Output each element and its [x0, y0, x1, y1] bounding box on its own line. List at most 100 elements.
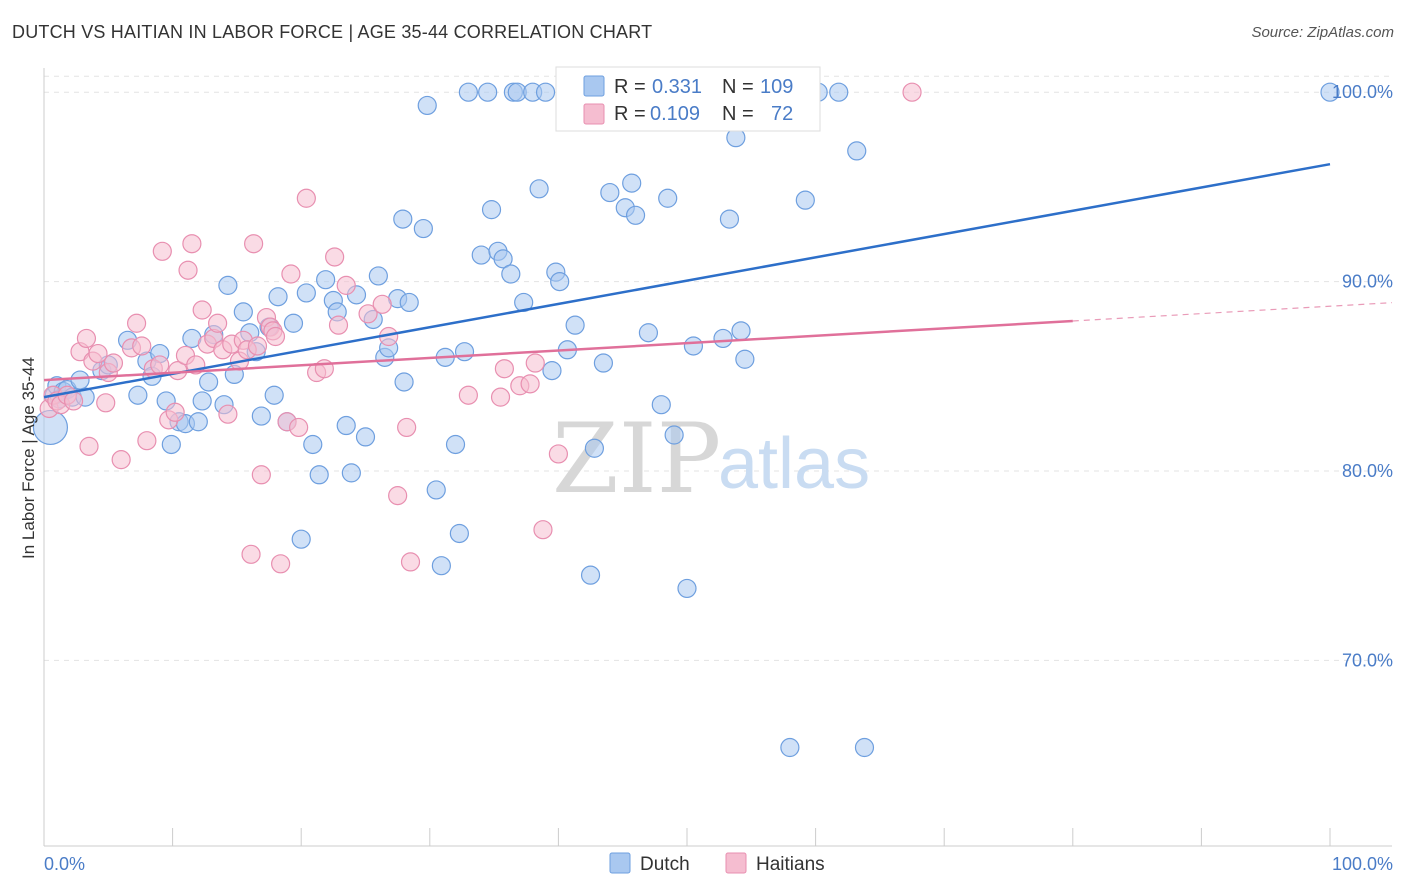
point-dutch-39 [303, 434, 323, 455]
point-dutch-38 [296, 283, 316, 303]
point-haitians-47 [271, 554, 291, 574]
point-haitians-58 [372, 294, 392, 314]
point-haitians-50 [289, 417, 309, 438]
point-dutch-100 [713, 328, 733, 349]
point-dutch-101 [719, 209, 740, 229]
point-dutch-41 [316, 270, 336, 290]
point-haitians-14 [111, 450, 131, 470]
watermark-atlas: atlas [718, 424, 870, 504]
point-dutch-28 [233, 302, 253, 322]
point-dutch-7 [70, 370, 90, 390]
point-haitians-70 [548, 444, 569, 464]
point-dutch-79 [550, 271, 570, 292]
point-dutch-95 [664, 425, 684, 445]
point-dutch-69 [493, 249, 513, 269]
point-dutch-34 [268, 287, 288, 307]
point-dutch-110 [829, 82, 849, 102]
tick-labels: 70.0% 80.0% 90.0% 100.0% 0.0% 100.0% [44, 82, 1393, 874]
y-tick-label-1: 80.0% [1342, 461, 1393, 481]
legend-haitian-r-value: 0.109 [650, 103, 700, 125]
point-haitians-27 [182, 234, 202, 254]
point-haitians-23 [165, 402, 185, 422]
point-dutch-112 [854, 737, 875, 758]
point-dutch-70 [501, 264, 521, 284]
point-dutch-21 [188, 412, 208, 432]
point-haitians-5 [63, 391, 84, 411]
point-dutch-17 [161, 434, 181, 455]
bottom-legend-swatch-dutch [609, 852, 631, 874]
x-tick-label-1: 100.0% [1332, 854, 1393, 874]
watermark-zip: ZIP [552, 403, 721, 515]
series-dutch [32, 82, 1340, 758]
point-dutch-45 [341, 463, 361, 483]
point-dutch-23 [199, 372, 219, 392]
point-dutch-84 [580, 565, 601, 585]
point-dutch-54 [399, 292, 419, 313]
point-dutch-75 [529, 179, 549, 199]
series-legend: Dutch Haitians [609, 852, 825, 875]
bottom-legend-swatch-haitian [725, 852, 747, 874]
chart-title: DUTCH VS HAITIAN IN LABOR FORCE | AGE 35… [12, 22, 653, 42]
point-dutch-57 [417, 95, 437, 116]
point-haitians-11 [96, 393, 116, 413]
point-dutch-113 [1320, 82, 1340, 102]
point-dutch-93 [651, 395, 671, 415]
point-dutch-64 [458, 82, 478, 102]
point-dutch-22 [192, 391, 212, 411]
data-points [32, 82, 1340, 758]
point-haitians-7 [76, 328, 97, 349]
point-dutch-87 [600, 182, 620, 203]
point-haitians-34 [218, 404, 238, 424]
point-haitians-39 [241, 544, 261, 564]
point-dutch-67 [481, 200, 502, 220]
point-haitians-64 [494, 359, 514, 379]
point-dutch-66 [478, 82, 498, 102]
point-dutch-49 [368, 266, 388, 286]
point-haitians-65 [490, 387, 511, 407]
point-dutch-104 [735, 349, 755, 369]
point-dutch-65 [471, 245, 491, 265]
point-dutch-107 [795, 190, 815, 210]
point-dutch-58 [426, 480, 446, 500]
point-haitians-49 [281, 264, 301, 284]
legend-dutch-r-value: 0.331 [652, 76, 702, 98]
point-haitians-41 [247, 336, 268, 356]
point-haitians-67 [520, 374, 540, 394]
point-dutch-97 [683, 336, 704, 356]
legend-swatch-dutch [583, 75, 605, 97]
point-haitians-29 [192, 300, 212, 320]
legend-swatch-haitian [583, 103, 605, 125]
point-dutch-33 [264, 385, 284, 405]
source-label: Source: ZipAtlas.com [1251, 24, 1394, 41]
legend-haitian-n-label: N = [722, 103, 754, 125]
point-haitians-69 [533, 520, 553, 540]
point-dutch-63 [454, 342, 475, 362]
y-tick-label-3: 100.0% [1332, 82, 1393, 102]
point-dutch-36 [283, 313, 304, 333]
point-haitians-60 [388, 486, 408, 506]
point-dutch-96 [677, 578, 697, 599]
point-dutch-59 [431, 556, 451, 576]
point-haitians-20 [150, 355, 170, 375]
point-haitians-62 [400, 552, 421, 572]
point-haitians-54 [325, 247, 345, 267]
point-dutch-44 [336, 415, 356, 436]
point-haitians-56 [336, 275, 356, 295]
point-dutch-56 [413, 218, 433, 239]
point-dutch-37 [291, 529, 311, 549]
trend-line-dutch [43, 162, 1331, 399]
series-haitians [39, 82, 922, 574]
point-dutch-26 [218, 275, 238, 295]
point-haitians-71 [902, 82, 922, 102]
point-dutch-31 [251, 406, 271, 426]
point-dutch-86 [593, 353, 614, 373]
legend-haitian-n-value: 72 [771, 103, 793, 125]
point-dutch-62 [449, 523, 469, 544]
point-dutch-92 [638, 323, 659, 343]
bottom-legend-dutch: Dutch [640, 854, 690, 875]
point-haitians-21 [152, 241, 172, 261]
point-dutch-94 [658, 188, 678, 208]
point-haitians-68 [525, 353, 545, 373]
point-dutch-47 [355, 427, 376, 447]
